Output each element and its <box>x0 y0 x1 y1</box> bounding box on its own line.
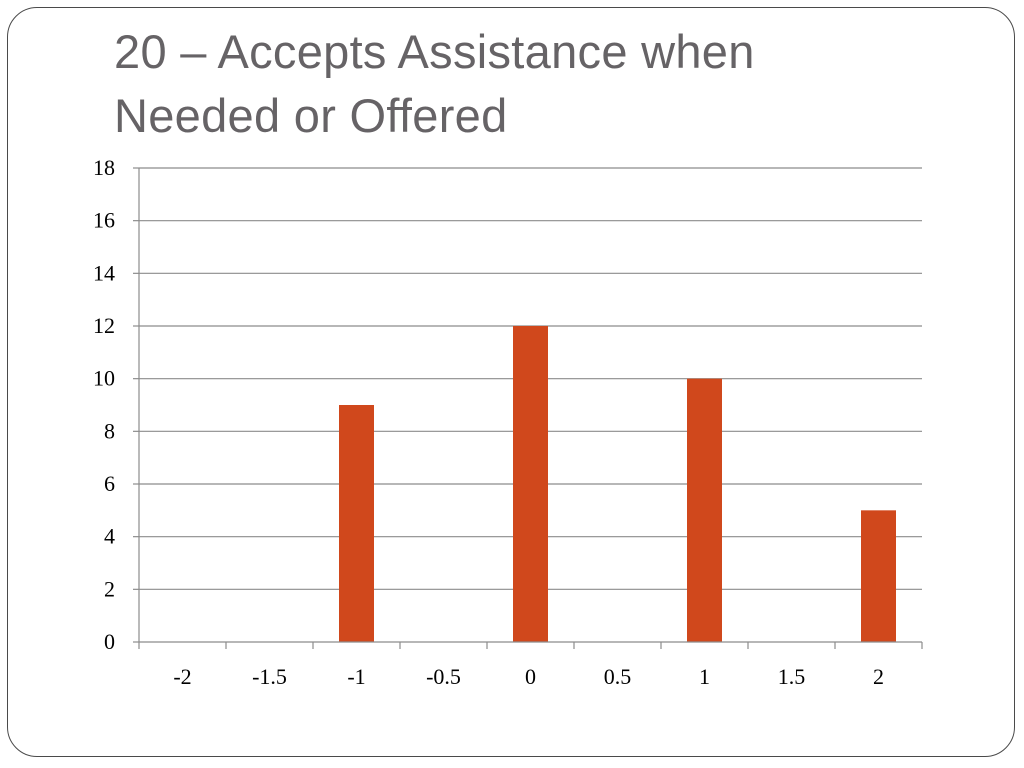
slide-title: 20 – Accepts Assistance when Needed or O… <box>114 20 974 148</box>
slide-frame <box>7 7 1015 757</box>
x-tick-label: -1 <box>347 664 365 689</box>
bar <box>687 378 722 642</box>
y-tick-label: 14 <box>93 260 115 285</box>
y-tick-label: 6 <box>104 471 115 496</box>
x-tick-label: -0.5 <box>426 664 461 689</box>
slide-title-line1: 20 – Accepts Assistance when <box>114 25 755 78</box>
bar <box>513 326 548 642</box>
y-tick-label: 4 <box>104 524 115 549</box>
slide-title-line2: Needed or Offered <box>114 89 508 142</box>
y-tick-label: 0 <box>104 629 115 654</box>
x-tick-label: -2 <box>173 664 191 689</box>
y-tick-label: 2 <box>104 576 115 601</box>
y-tick-label: 8 <box>104 418 115 443</box>
x-tick-label: 0 <box>525 664 536 689</box>
y-tick-label: 10 <box>93 366 115 391</box>
bar <box>339 405 374 642</box>
x-tick-label: 1.5 <box>778 664 806 689</box>
tick-labels: 0 2 4 6 8 10 12 14 16 18 -2 -1.5 -1 -0.5 0 0.5 1 1.5 2 <box>93 155 884 689</box>
y-tick-label: 12 <box>93 313 115 338</box>
x-tick-label: 1 <box>699 664 710 689</box>
x-tick-label: 0.5 <box>604 664 632 689</box>
y-tick-label: 16 <box>93 208 115 233</box>
bar <box>861 510 896 642</box>
x-tick-label: 2 <box>873 664 884 689</box>
axes <box>133 167 923 649</box>
x-tick-label: -1.5 <box>252 664 287 689</box>
y-tick-label: 18 <box>93 155 115 180</box>
bars <box>339 326 896 642</box>
